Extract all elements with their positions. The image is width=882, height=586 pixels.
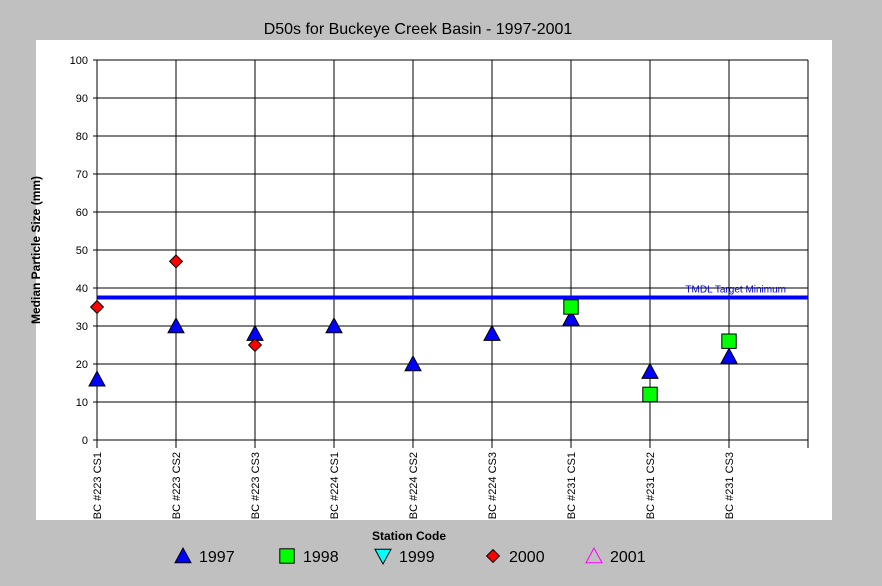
chart-background <box>36 40 832 520</box>
grid-lines <box>93 59 809 448</box>
x-axis-label: Station Code <box>372 529 446 543</box>
point-1998-7 <box>563 299 579 315</box>
y-tick-label: 30 <box>76 321 88 333</box>
y-tick-label: 10 <box>76 397 88 409</box>
y-tick-label: 50 <box>76 245 88 257</box>
legend-marker-1998 <box>279 548 295 564</box>
legend-marker-2000 <box>485 548 501 564</box>
y-tick-label: 90 <box>76 93 88 105</box>
y-tick-label: 20 <box>76 359 88 371</box>
point-2000-1 <box>89 299 105 315</box>
y-tick-label: 100 <box>70 55 88 67</box>
x-tick-label: BC #223 CS3 <box>250 452 262 519</box>
y-tick-label: 60 <box>76 207 88 219</box>
x-tick-label: BC #224 CS1 <box>329 452 341 519</box>
point-1997-6 <box>483 324 501 341</box>
x-tick-label: BC #231 CS3 <box>724 452 736 519</box>
point-1998-8 <box>642 386 658 403</box>
legend-label-1999: 1999 <box>399 549 435 566</box>
legend-label-2001: 2001 <box>610 549 646 566</box>
y-tick-label: 40 <box>76 283 88 295</box>
x-tick-label: BC #231 CS2 <box>645 452 657 519</box>
y-tick-label: 0 <box>82 435 88 447</box>
legend-label-1997: 1997 <box>199 549 235 566</box>
point-1998-9 <box>721 333 737 349</box>
y-tick-labels: 0 10 20 30 40 50 60 70 80 90 100 <box>70 55 88 447</box>
point-1997-5 <box>404 354 422 372</box>
point-1997-2 <box>167 316 185 334</box>
point-1997-4 <box>325 316 343 334</box>
x-tick-label: BC #224 CS2 <box>408 452 420 519</box>
point-2000-2 <box>168 254 184 269</box>
x-tick-label: BC #223 CS1 <box>92 452 104 519</box>
point-1997-7 <box>562 309 580 326</box>
y-tick-label: 80 <box>76 131 88 143</box>
tmdl-target-label: TMDL Target Minimum <box>685 285 786 296</box>
point-1997-1 <box>88 370 106 387</box>
point-1997-9 <box>720 347 738 364</box>
x-tick-label: BC #231 CS1 <box>566 452 578 519</box>
y-axis-label: Median Particle Size (mm) <box>29 176 43 324</box>
legend-marker-1997 <box>174 546 192 564</box>
data-points <box>88 254 738 403</box>
legend-label-1998: 1998 <box>303 549 339 566</box>
point-1997-8 <box>641 362 659 379</box>
chart-title: D50s for Buckeye Creek Basin - 1997-2001 <box>264 21 573 38</box>
legend-label-2000: 2000 <box>509 549 545 566</box>
x-tick-labels: BC #223 CS1 BC #223 CS2 BC #223 CS3 BC #224… <box>92 452 736 519</box>
legend-marker-2001 <box>585 546 603 564</box>
legend: 1997 1998 1999 2000 2001 <box>174 546 646 566</box>
x-tick-label: BC #224 CS3 <box>487 452 499 519</box>
y-tick-label: 70 <box>76 169 88 181</box>
reference-line-group: TMDL Target Minimum <box>97 285 808 300</box>
x-tick-label: BC #223 CS2 <box>171 452 183 519</box>
legend-marker-1999 <box>374 548 392 566</box>
point-2000-3 <box>247 337 263 353</box>
